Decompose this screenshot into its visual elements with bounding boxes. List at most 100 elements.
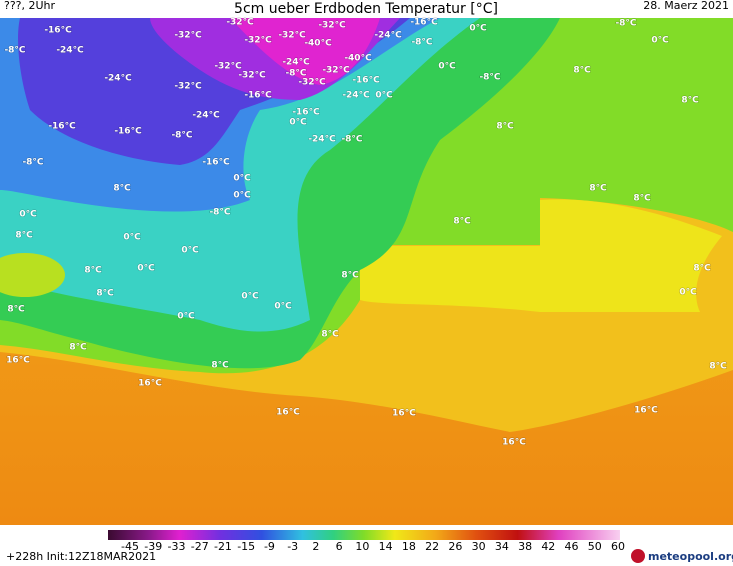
temperature-label: 8°C [453,217,471,227]
colorbar-tick-label: -27 [191,540,209,553]
temperature-label: 0°C [438,62,456,72]
brand: meteopool.org [648,550,733,563]
footer-run: +228h Init:12Z18MAR2021 [6,550,156,563]
temperature-label: 0°C [274,302,292,312]
colorbar-tick-label: 30 [472,540,486,553]
temperature-label: -8°C [209,208,230,218]
temperature-label: -32°C [244,36,272,46]
header-left: ???, 2Uhr [4,0,56,12]
temperature-label: 0°C [181,246,199,256]
colorbar-tick-label: 38 [518,540,532,553]
temperature-label: -8°C [22,158,43,168]
temperature-label: 8°C [573,66,591,76]
temperature-label: -32°C [322,66,350,76]
colorbar-tick-label: -9 [264,540,275,553]
temperature-label: -40°C [304,39,332,49]
colorbar-tick-label: -15 [237,540,255,553]
temperature-label: -32°C [318,21,346,31]
temperature-label: 16°C [6,356,30,366]
temperature-label: -32°C [214,62,242,72]
temperature-label: -32°C [174,82,202,92]
temperature-label: 0°C [123,233,141,243]
colorbar-tick-label: 18 [402,540,416,553]
temperature-label: -32°C [226,18,254,28]
colorbar-tick-label: -21 [214,540,232,553]
temperature-label: 0°C [651,36,669,46]
temperature-label: -32°C [278,31,306,41]
temperature-label: 8°C [7,305,25,315]
temperature-label: 0°C [241,292,259,302]
temperature-label: 0°C [375,91,393,101]
temperature-label: 8°C [96,289,114,299]
temperature-label: 8°C [321,330,339,340]
temperature-label: 0°C [177,312,195,322]
temperature-label: 0°C [469,24,487,34]
header-date: 28. Maerz 2021 [643,0,729,12]
temperature-label: -8°C [285,69,306,79]
brand-logo [631,549,645,563]
temperature-label: -16°C [244,91,272,101]
temperature-label: 8°C [15,231,33,241]
temperature-label: 8°C [211,361,229,371]
temperature-label: 16°C [392,409,416,419]
colorbar [108,530,620,540]
colorbar-tick-label: -45 [121,540,139,553]
colorbar-tick-label: 10 [355,540,369,553]
temperature-label: 16°C [276,408,300,418]
colorbar-tick-label: 14 [379,540,393,553]
temperature-label: 0°C [679,288,697,298]
colorbar-tick-label: 60 [611,540,625,553]
temperature-label: -8°C [171,131,192,141]
temperature-label: -16°C [44,26,72,36]
map-field [0,18,733,525]
temperature-label: 8°C [69,343,87,353]
temperature-label: 16°C [502,438,526,448]
temperature-label: -8°C [341,135,362,145]
colorbar-tick-label: -39 [144,540,162,553]
temperature-label: -24°C [104,74,132,84]
temperature-label: -8°C [4,46,25,56]
temperature-label: -16°C [410,18,438,28]
temperature-label: -24°C [282,58,310,68]
temperature-label: -8°C [615,19,636,29]
temperature-label: 0°C [233,174,251,184]
temperature-label: -8°C [411,38,432,48]
temperature-label: 8°C [341,271,359,281]
temperature-label: -32°C [298,78,326,88]
temperature-label: 8°C [589,184,607,194]
temperature-label: 0°C [233,191,251,201]
colorbar-tick-label: 6 [336,540,343,553]
colorbar-tick-label: 26 [448,540,462,553]
temperature-label: 0°C [137,264,155,274]
temperature-label: -32°C [238,71,266,81]
temperature-label: -24°C [192,111,220,121]
colorbar-tick-label: -3 [287,540,298,553]
temperature-label: -16°C [114,127,142,137]
temperature-label: -32°C [174,31,202,41]
temperature-label: 16°C [634,406,658,416]
temperature-label: -24°C [342,91,370,101]
temperature-label: 8°C [496,122,514,132]
temperature-label: -16°C [352,76,380,86]
temperature-label: -16°C [48,122,76,132]
colorbar-tick-label: 34 [495,540,509,553]
temperature-label: 0°C [19,210,37,220]
map-title: 5cm ueber Erdboden Temperatur [°C] [234,1,498,17]
temperature-label: -16°C [292,108,320,118]
colorbar-tick-label: 2 [312,540,319,553]
colorbar-tick-label: 50 [588,540,602,553]
temperature-label: 0°C [289,118,307,128]
temperature-label: -16°C [202,158,230,168]
colorbar-tick-label: 42 [541,540,555,553]
temperature-label: -40°C [344,54,372,64]
temperature-label: -24°C [308,135,336,145]
temperature-label: 8°C [633,194,651,204]
colorbar-tick-label: 46 [565,540,579,553]
temperature-label: -24°C [374,31,402,41]
colorbar-tick-label: 22 [425,540,439,553]
temperature-label: -8°C [479,73,500,83]
temperature-label: 8°C [709,362,727,372]
temperature-label: -24°C [56,46,84,56]
temperature-label: 8°C [113,184,131,194]
